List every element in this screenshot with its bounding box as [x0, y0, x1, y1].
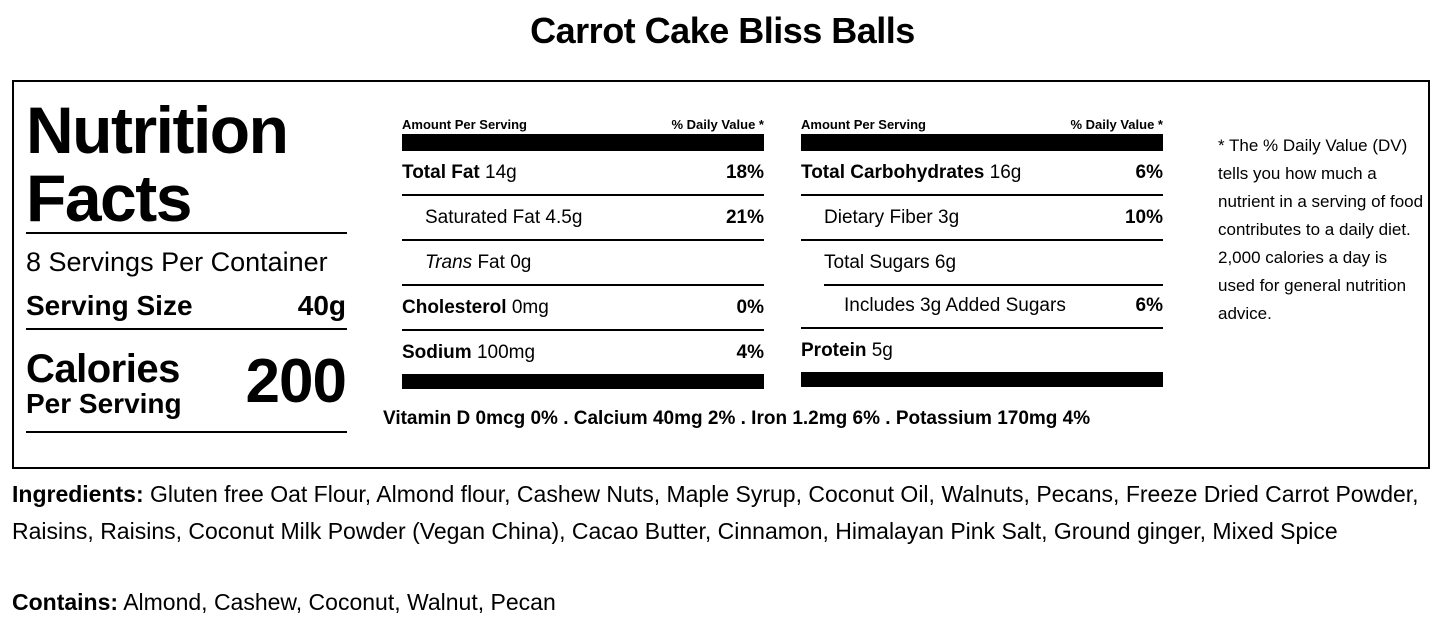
nutrient-name-suffix: Fat: [477, 251, 505, 273]
heading-line-2: Facts: [26, 161, 192, 235]
nutrition-facts-heading: Nutrition Facts: [26, 93, 289, 235]
thick-divider: [801, 134, 1163, 151]
nutrient-amount: 6g: [934, 251, 957, 273]
thick-divider: [402, 134, 764, 151]
nutrient-name: Total Carbohydrates: [801, 161, 985, 183]
nutrition-panel: [12, 80, 1430, 469]
nutrient-name: Protein: [801, 339, 867, 361]
nutrient-row-trans-fat: Trans Fat 0g: [402, 241, 764, 286]
column-header: Amount Per Serving % Daily Value *: [402, 114, 764, 132]
nutrient-dv: 4%: [736, 341, 764, 363]
ingredients-label: Ingredients:: [12, 481, 144, 507]
nutrient-row-protein: Protein 5g: [801, 329, 1163, 372]
contains-label: Contains:: [12, 589, 119, 615]
amount-per-serving-label: Amount Per Serving: [801, 117, 926, 132]
nutrient-amount: 0g: [510, 251, 532, 273]
calories-sub-label: Per Serving: [26, 388, 182, 419]
nutrient-name: Total Sugars: [824, 251, 930, 273]
servings-per-container: 8 Servings Per Container: [26, 247, 328, 277]
divider: [26, 431, 347, 433]
nutrient-row-total-sugars: Total Sugars 6g: [801, 241, 1163, 286]
nutrient-row-saturated-fat: Saturated Fat 4.5g 21%: [402, 196, 764, 241]
nutrient-amount: 4.5g: [545, 206, 583, 228]
nutrient-amount: 100mg: [476, 341, 536, 363]
serving-size-label: Serving Size: [26, 290, 193, 321]
amount-per-serving-label: Amount Per Serving: [402, 117, 527, 132]
nutrient-amount: 3g: [938, 206, 960, 228]
calories-value: 200: [245, 347, 347, 416]
daily-value-footnote: * The % Daily Value (DV) tells you how m…: [1218, 136, 1424, 323]
heading-line-1: Nutrition: [26, 93, 289, 167]
nutrient-row-total-fat: Total Fat 14g 18%: [402, 151, 764, 196]
nutrient-name: Includes 3g Added Sugars: [844, 294, 1066, 316]
nutrient-name: Saturated Fat: [425, 206, 541, 228]
nutrient-amount: 14g: [485, 161, 517, 183]
nutrient-row-added-sugars: Includes 3g Added Sugars 6%: [801, 284, 1163, 329]
divider: [26, 328, 347, 330]
nutrient-row-total-carbohydrates: Total Carbohydrates 16g 6%: [801, 151, 1163, 196]
ingredients-text: Gluten free Oat Flour, Almond flour, Cas…: [12, 481, 1419, 544]
nutrient-amount: 0mg: [511, 296, 549, 318]
serving-size-value: 40g: [297, 290, 346, 321]
nutrient-row-dietary-fiber: Dietary Fiber 3g 10%: [801, 196, 1163, 241]
nutrient-name: Cholesterol: [402, 296, 507, 318]
nutrient-amount: 16g: [989, 161, 1022, 183]
contains-text: Almond, Cashew, Coconut, Walnut, Pecan: [123, 589, 556, 615]
nutrient-amount: 5g: [871, 339, 893, 361]
allergens-section: Contains: Almond, Cashew, Coconut, Walnu…: [12, 586, 556, 618]
nutrient-row-sodium: Sodium 100mg 4%: [402, 331, 764, 374]
nutrient-dv: 6%: [1135, 294, 1163, 316]
thick-divider: [801, 372, 1163, 387]
daily-value-label: % Daily Value *: [671, 117, 765, 132]
nutrient-name: Dietary Fiber: [824, 206, 933, 228]
nutrient-dv: 6%: [1135, 161, 1163, 183]
nutrient-name: Trans: [425, 251, 473, 273]
nutrient-dv: 0%: [736, 296, 764, 318]
ingredients-section: Ingredients: Gluten free Oat Flour, Almo…: [12, 476, 1432, 550]
nutrient-name: Sodium: [402, 341, 472, 363]
recipe-title: Carrot Cake Bliss Balls: [530, 10, 915, 51]
vitamins-minerals-line: Vitamin D 0mcg 0% . Calcium 40mg 2% . Ir…: [383, 408, 1091, 429]
nutrient-column-right: Amount Per Serving % Daily Value * Total…: [801, 114, 1163, 387]
nutrient-name: Total Fat: [402, 161, 480, 183]
nutrient-dv: 21%: [725, 206, 764, 228]
column-header: Amount Per Serving % Daily Value *: [801, 114, 1163, 132]
nutrient-dv: 18%: [725, 161, 764, 183]
nutrient-row-cholesterol: Cholesterol 0mg 0%: [402, 286, 764, 331]
nutrient-dv: 10%: [1124, 206, 1163, 228]
daily-value-label: % Daily Value *: [1070, 117, 1164, 132]
thick-divider: [402, 374, 764, 389]
divider: [26, 232, 347, 234]
nutrient-column-left: Amount Per Serving % Daily Value * Total…: [402, 114, 764, 389]
calories-label: Calories: [26, 347, 180, 391]
